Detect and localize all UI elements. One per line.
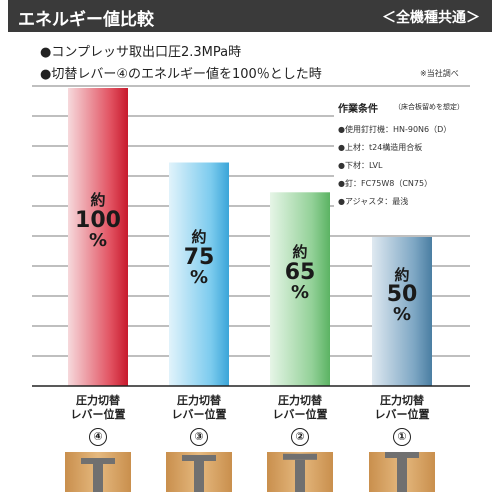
value-number: 50 (386, 282, 418, 308)
bar-position-4 (68, 88, 128, 386)
category-line1: 圧力切替 (278, 394, 322, 407)
work-condition-nail: ●釘：FC75W8（CN75） (338, 179, 433, 188)
work-conditions-title: 作業条件 (338, 104, 378, 115)
nail-head (81, 458, 115, 464)
value-number: 100 (75, 207, 121, 233)
nail-illustration (65, 452, 131, 492)
category-label: 圧力切替 レバー位置 (362, 394, 442, 422)
bar-value-label: 約 50% (362, 265, 442, 326)
lever-position-number: ④ (89, 428, 107, 446)
category-line1: 圧力切替 (76, 394, 120, 407)
nail-shank (397, 458, 407, 492)
chart-scope: ＜全機種共通＞ (382, 10, 480, 26)
category-line2: レバー位置 (171, 407, 227, 421)
category-line2: レバー位置 (374, 407, 430, 421)
value-prefix: 約 (90, 191, 106, 209)
bar-position-3 (169, 162, 229, 386)
nail-head (283, 453, 317, 460)
category-line1: 圧力切替 (380, 394, 424, 407)
bar-position-1 (372, 237, 432, 386)
bar-value-label: 約 100% (58, 191, 138, 251)
work-condition-tool: ●使用釘打機：HN-90N6（D） (338, 125, 452, 134)
nail-illustration (267, 452, 333, 492)
category-label: 圧力切替 レバー位置 (159, 394, 239, 422)
nail-head (182, 455, 216, 461)
lever-position-number: ③ (190, 428, 208, 446)
category-line2: レバー位置 (70, 407, 126, 421)
condition-baseline: ●切替レバー④のエネルギー値を100％とした時 (40, 67, 322, 82)
lever-position-digit: ③ (194, 430, 204, 443)
work-condition-upper: ●上材：t24構造用合板 (338, 143, 423, 152)
value-unit: % (392, 304, 412, 326)
nail-shank (194, 461, 204, 492)
value-unit: % (290, 281, 310, 303)
value-number: 75 (183, 245, 215, 270)
nail-illustration (166, 452, 232, 492)
value-prefix: 約 (394, 265, 410, 284)
condition-pressure: ●コンプレッサ取出口圧2.3MPa時 (40, 45, 242, 60)
lever-position-number: ② (291, 428, 309, 446)
nail-shank (93, 464, 103, 492)
work-conditions-box: 作業条件 （床合板留めを想定） ●使用釘打機：HN-90N6（D） ●上材：t2… (334, 96, 484, 212)
bar-position-2 (270, 192, 330, 386)
value-prefix: 約 (292, 243, 308, 262)
nail-illustration (369, 452, 435, 492)
source-note: ※当社調べ (420, 69, 459, 78)
work-condition-lower: ●下材：LVL (338, 161, 383, 170)
value-prefix: 約 (191, 228, 207, 247)
nail-head (385, 452, 419, 458)
category-label: 圧力切替 レバー位置 (260, 394, 340, 422)
chart-title: エネルギー値比較 (18, 10, 154, 30)
work-conditions-note: （床合板留めを想定） (394, 103, 464, 111)
nail-shank (295, 459, 305, 492)
category-label: 圧力切替 レバー位置 (58, 394, 138, 422)
chart-header: エネルギー値比較 ＜全機種共通＞ (8, 0, 492, 32)
lever-position-digit: ① (397, 430, 407, 443)
value-number: 65 (284, 259, 316, 285)
category-line1: 圧力切替 (177, 394, 221, 407)
lever-position-digit: ② (295, 430, 305, 443)
value-unit: % (189, 267, 209, 289)
work-condition-adjuster: ●アジャスタ：最浅 (338, 197, 409, 206)
category-line2: レバー位置 (272, 407, 328, 421)
bar-value-label: 約 75% (159, 228, 239, 289)
value-unit: % (88, 229, 108, 251)
lever-position-number: ① (393, 428, 411, 446)
lever-position-digit: ④ (93, 430, 103, 443)
bar-value-label: 約 65% (260, 243, 340, 303)
